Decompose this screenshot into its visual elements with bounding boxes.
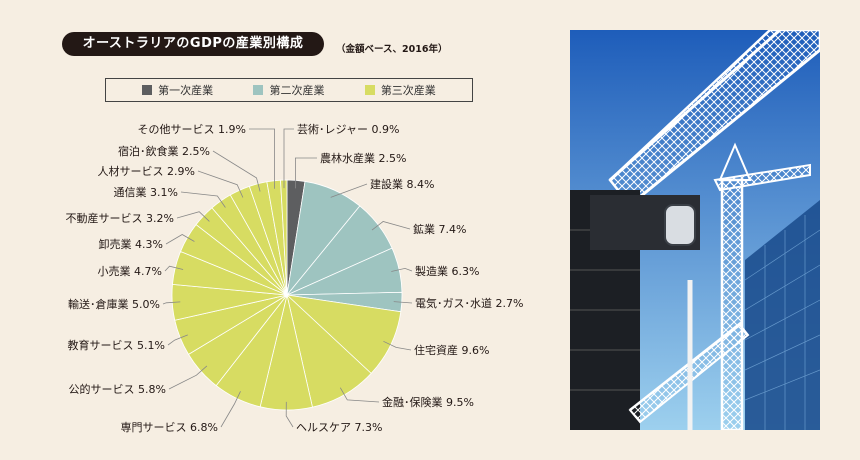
slice-label: 建設業 8.4% [370,177,434,191]
slice-label: 輸送･倉庫業 5.0% [68,297,160,311]
slice-label: 不動産サービス 3.2% [66,211,174,225]
legend-swatch-secondary [253,85,264,95]
leader-line [393,301,413,304]
leader-line [180,191,226,208]
slice-label: 農林水産業 2.5% [320,151,406,165]
slice-label: 製造業 6.3% [415,264,479,278]
slice-label: 芸術･レジャー 0.9% [297,123,399,136]
leader-line [249,128,276,189]
legend-item-tertiary: 第三次産業 [364,82,436,98]
leader-line [391,267,413,272]
leader-line [176,211,210,222]
glass-building [744,200,820,430]
slice-label: 電気･ガス･水道 2.7% [415,296,523,310]
slice-label: 卸売業 4.3% [99,237,163,251]
slice-label: 住宅資産 9.6% [414,343,489,357]
leader-line [220,391,241,428]
leader-line [197,170,244,198]
leader-line [168,365,208,390]
leader-line [162,301,181,305]
slice-label: ヘルスケア 7.3% [296,421,382,434]
leader-line [330,183,368,198]
leader-line [212,150,261,192]
slice-label: 専門サービス 6.8% [121,421,218,434]
legend: 第一次産業 第二次産業 第三次産業 [105,78,473,102]
legend-item-primary: 第一次産業 [142,82,213,98]
crane-photo [570,30,820,430]
slice-label: 鉱業 7.4% [413,222,466,236]
legend-item-secondary: 第二次産業 [253,82,324,98]
leader-line [165,234,195,245]
legend-label-primary: 第一次産業 [158,84,214,97]
crane-mast [713,142,811,430]
leader-line [285,401,294,428]
legend-swatch-primary [142,85,153,95]
slice-label: 通信業 3.1% [114,186,178,199]
dark-structure [570,190,700,430]
pie-chart: 農林水産業 2.5% 建設業 8.4% 鉱業 7.4% 製造業 6.3% 電気･ガス･水… [66,123,524,434]
leader-line [167,334,188,346]
chart-title: オーストラリアのGDPの産業別構成 [62,32,324,56]
slice-label: 金融･保険業 9.5% [382,395,474,409]
legend-label-secondary: 第二次産業 [269,84,325,97]
leader-line [383,340,412,351]
leader-line [339,387,380,403]
legend-swatch-tertiary [364,85,375,95]
chart-subtitle: （金額ベース、2016年） [336,44,448,55]
leader-line [371,221,411,231]
slice-label: 宿泊･飲食業 2.5% [118,144,210,158]
slice-label: 公的サービス 5.8% [69,382,166,396]
leader-line [164,265,184,272]
leader-line [294,157,317,189]
slice-label: 人材サービス 2.9% [98,164,195,178]
slice-label: 小売業 4.7% [98,265,162,278]
legend-label-tertiary: 第三次産業 [380,84,436,97]
leader-line [283,128,294,189]
slice-label: 教育サービス 5.1% [68,338,165,352]
slice-label: その他サービス 1.9% [138,123,246,136]
